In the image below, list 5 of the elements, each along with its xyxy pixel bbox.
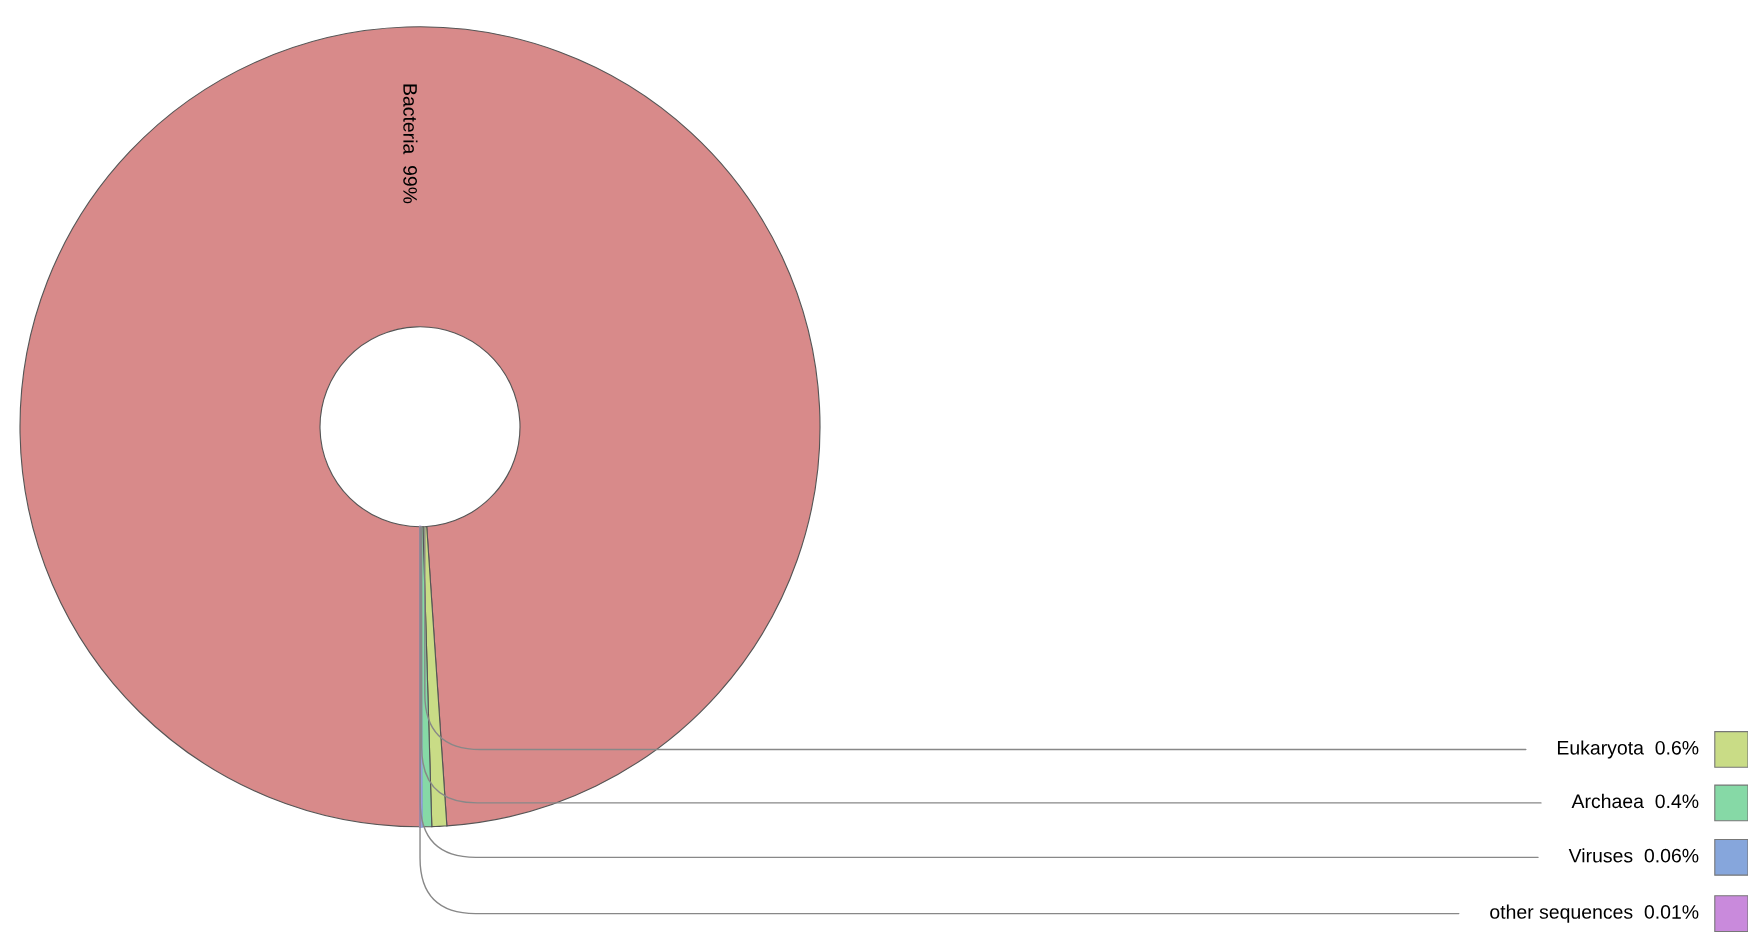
- slice-label: Bacteria 99%: [403, 84, 418, 204]
- legend-label: other sequences 0.01%: [1490, 904, 1699, 923]
- legend-label: Viruses 0.06%: [1568, 848, 1699, 863]
- legend-label: Archaea 0.4%: [1571, 793, 1699, 809]
- legend-label: Eukaryota 0.6%: [1557, 740, 1699, 759]
